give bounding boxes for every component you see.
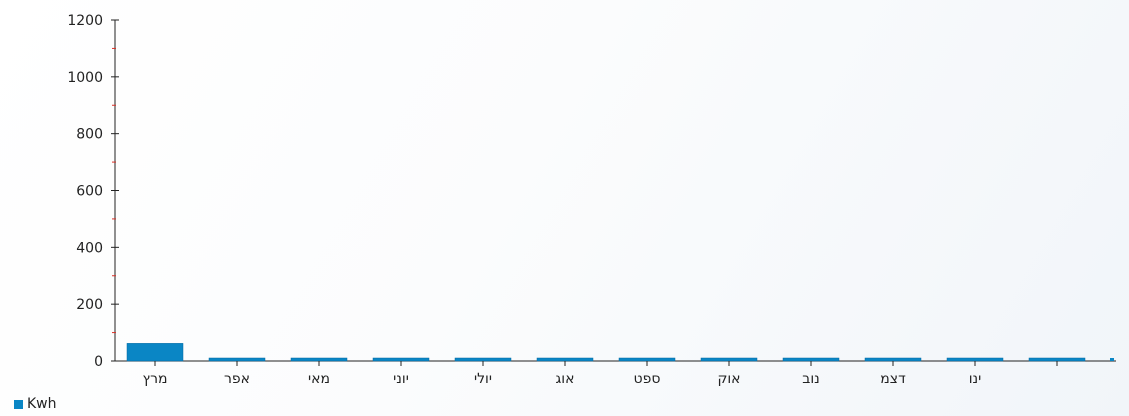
x-tick-label: אוק <box>717 371 740 387</box>
bar <box>1028 357 1086 362</box>
bar <box>372 357 430 362</box>
x-tick-label: ספט <box>634 371 661 387</box>
y-tick-label: 600 <box>76 184 103 200</box>
bar <box>782 357 840 362</box>
y-tick-label: 200 <box>76 297 103 313</box>
y-tick-label: 0 <box>94 354 103 370</box>
bar-partial <box>1110 358 1114 361</box>
x-tick-label: אפר <box>224 371 250 387</box>
bar <box>454 357 512 362</box>
bar <box>208 357 266 362</box>
x-tick-label: נוב <box>802 371 820 387</box>
x-tick-label: מאי <box>308 371 330 387</box>
bar <box>946 357 1004 362</box>
x-tick-label: מרץ <box>143 371 168 387</box>
legend-label: Kwh <box>27 396 57 412</box>
bar <box>700 357 758 362</box>
x-tick-label: דצמ <box>880 371 906 387</box>
x-tick-label: ינו <box>969 371 982 387</box>
x-tick-label: יוני <box>393 371 409 387</box>
bar <box>618 357 676 362</box>
bar <box>536 357 594 362</box>
y-tick-label: 1200 <box>67 13 103 29</box>
legend-swatch <box>14 399 23 409</box>
bar <box>864 357 922 362</box>
x-tick-label: יולי <box>474 371 492 387</box>
bar <box>290 357 348 362</box>
legend: Kwh <box>14 396 57 412</box>
y-tick-label: 1000 <box>67 70 103 86</box>
x-tick-label: אוג <box>556 371 575 387</box>
bar-chart: 0 200 400 600 800 1000 1200 מרץ אפר מאי יוני יולי או… <box>67 13 1116 387</box>
y-tick-label: 800 <box>76 127 103 143</box>
bar <box>126 343 184 362</box>
y-tick-label: 400 <box>76 240 103 256</box>
